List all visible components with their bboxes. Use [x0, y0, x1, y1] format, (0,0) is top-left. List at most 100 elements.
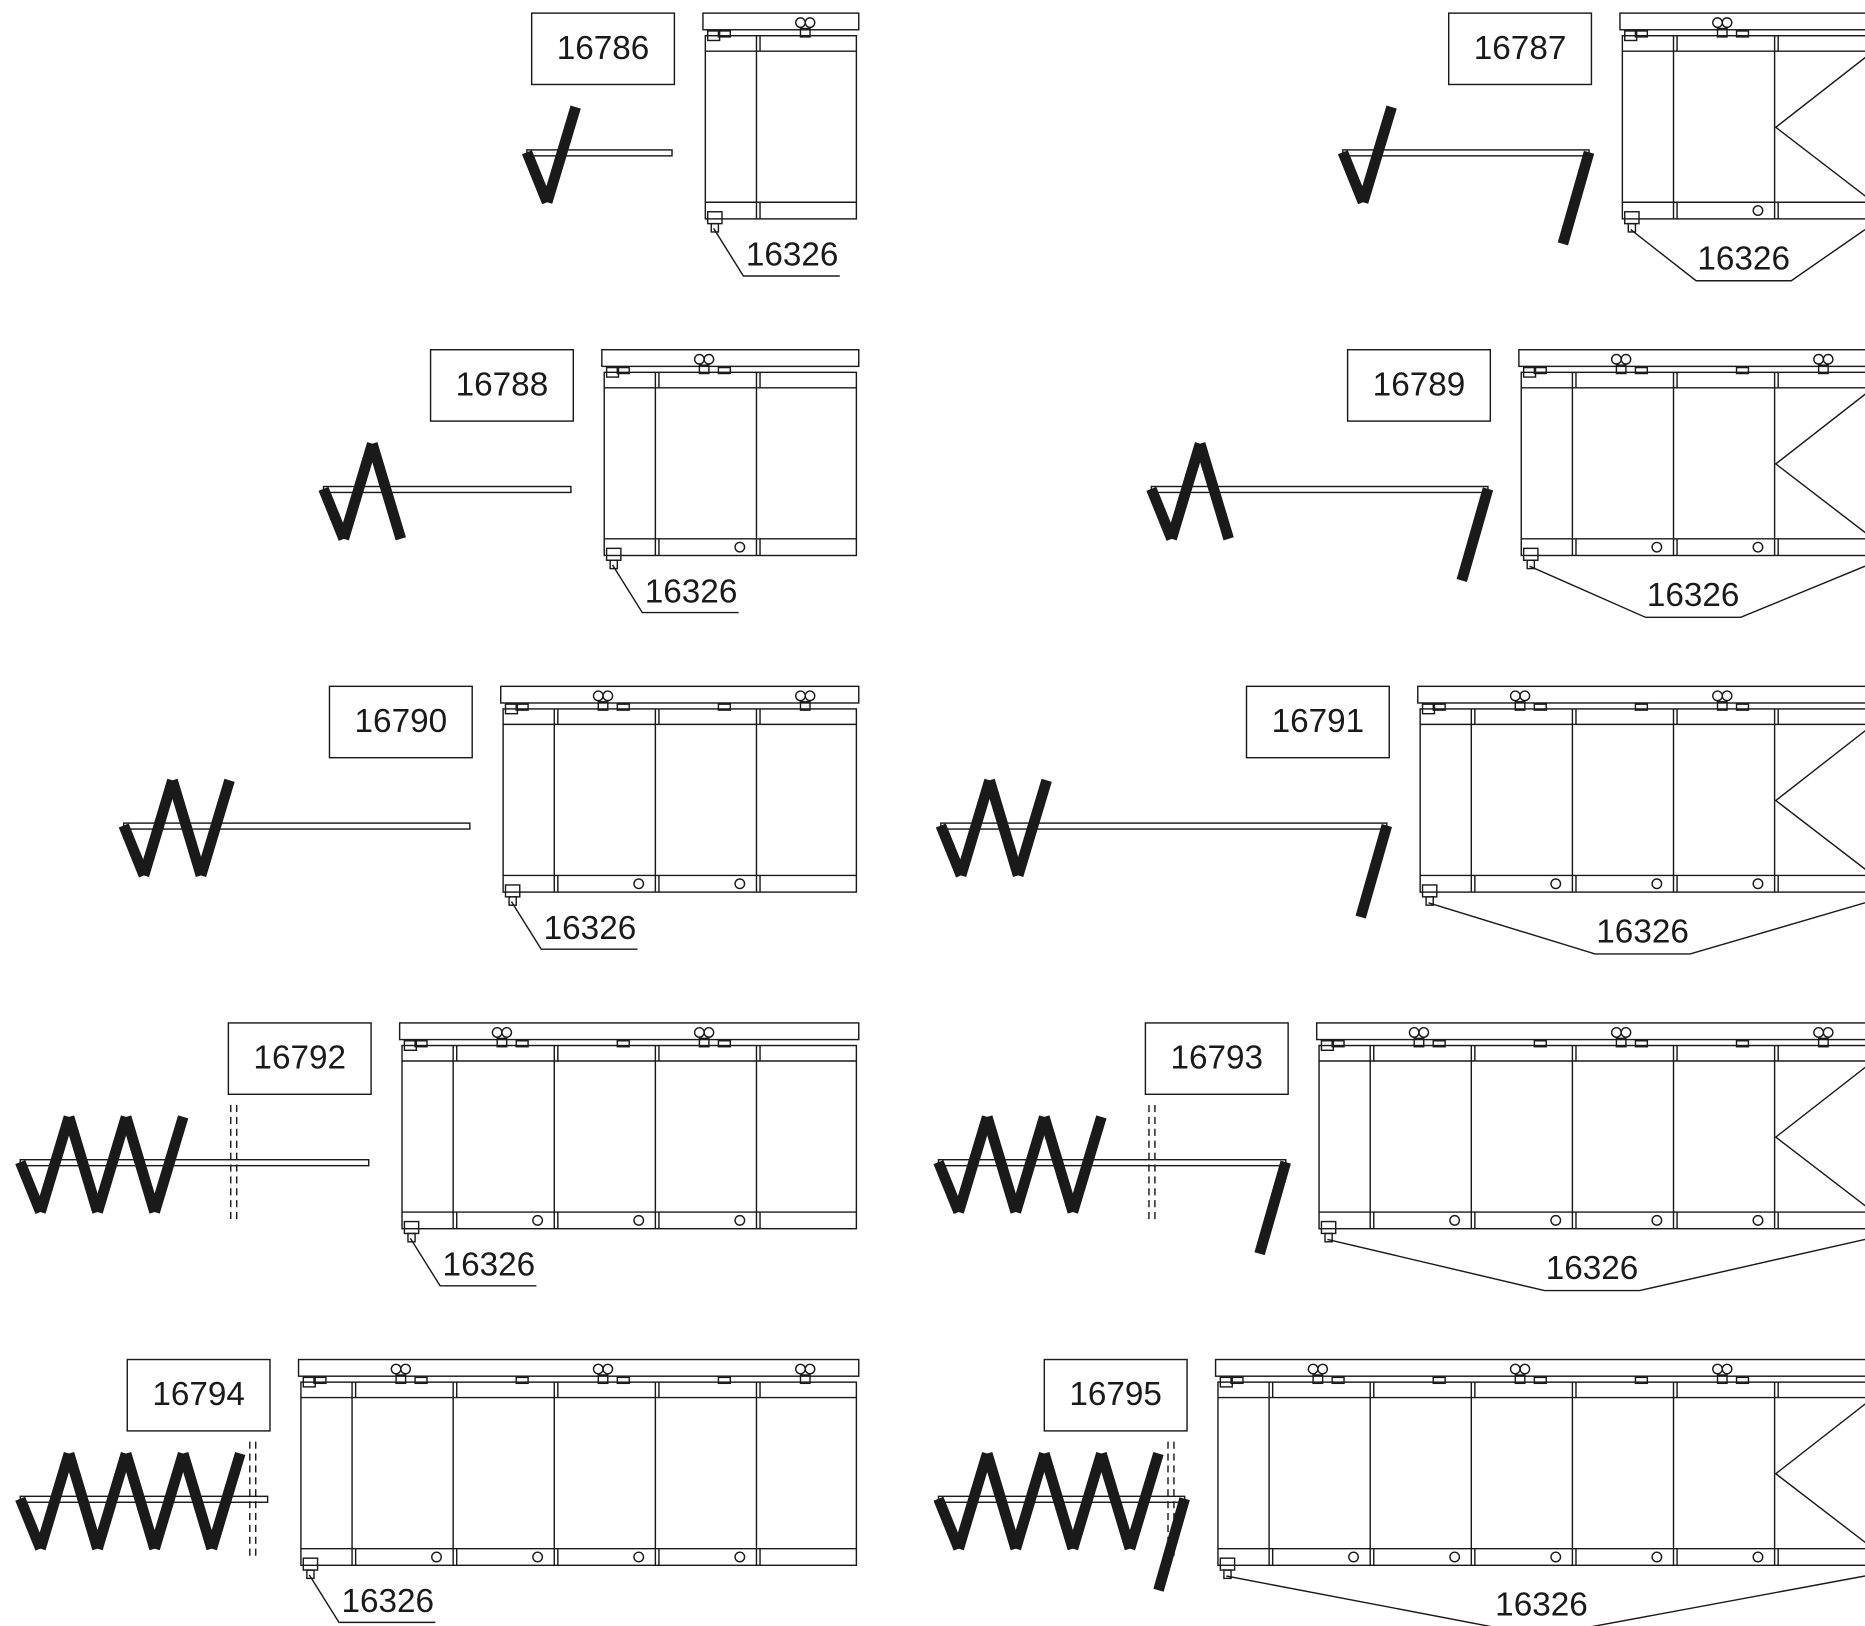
- callout: 16326: [1647, 577, 1740, 614]
- spring-leg: [987, 1117, 1016, 1212]
- wing-nut: [594, 1364, 604, 1374]
- spring-leg: [98, 1117, 127, 1212]
- foot: [1524, 548, 1538, 560]
- wing-nut: [603, 691, 613, 701]
- drop-leg: [1462, 489, 1488, 581]
- wing-nut: [1722, 1364, 1732, 1374]
- foot: [607, 548, 621, 560]
- callout: 16326: [341, 1583, 434, 1620]
- wing-nut: [796, 691, 806, 701]
- spring-leg: [1200, 444, 1229, 539]
- frame: [1319, 1046, 1865, 1229]
- spring-leg: [547, 107, 576, 202]
- spring-leg: [40, 1117, 69, 1212]
- bolt: [1652, 542, 1662, 552]
- wing-nut: [704, 1028, 714, 1038]
- part-number: 16794: [152, 1376, 245, 1413]
- bolt: [634, 1216, 644, 1226]
- callout: 16326: [1546, 1250, 1639, 1287]
- spring-leg: [1073, 1117, 1102, 1212]
- bolt: [735, 1552, 745, 1562]
- frame: [1218, 1382, 1865, 1565]
- foot: [708, 212, 722, 224]
- spring-leg: [987, 1453, 1016, 1548]
- part-number: 16791: [1272, 703, 1365, 740]
- bolt: [432, 1552, 442, 1562]
- spring-leg: [201, 780, 230, 875]
- callout: 16326: [443, 1247, 536, 1284]
- brace: [1776, 724, 1865, 875]
- wing-nut: [1713, 691, 1723, 701]
- drop-leg: [1563, 152, 1589, 244]
- spring-leg: [69, 1453, 98, 1548]
- callout: 16326: [1495, 1587, 1588, 1624]
- wing-nut: [1823, 1028, 1833, 1038]
- bolt: [1753, 1216, 1763, 1226]
- foot: [1423, 885, 1437, 897]
- foot: [506, 885, 520, 897]
- brace: [1776, 1061, 1865, 1212]
- part-number: 16795: [1069, 1376, 1162, 1413]
- wing-nut: [502, 1028, 512, 1038]
- callout: 16326: [1596, 914, 1689, 951]
- bolt: [735, 542, 745, 552]
- bolt: [1652, 1552, 1662, 1562]
- spring-leg: [155, 1453, 184, 1548]
- rod: [1151, 487, 1488, 493]
- brace: [1776, 51, 1865, 202]
- spring-leg: [126, 1453, 155, 1548]
- spring-leg: [1016, 1117, 1045, 1212]
- spring-leg: [1016, 1453, 1045, 1548]
- bolt: [1753, 206, 1763, 216]
- wing-nut: [796, 18, 806, 28]
- wing-nut: [1318, 1364, 1328, 1374]
- wing-nut: [805, 1364, 815, 1374]
- wing-nut: [1612, 1028, 1622, 1038]
- frame: [503, 709, 856, 892]
- wing-nut: [391, 1364, 401, 1374]
- wing-nut: [603, 1364, 613, 1374]
- wing-nut: [1722, 18, 1732, 28]
- wing-nut: [1511, 1364, 1521, 1374]
- bolt: [1753, 879, 1763, 889]
- bolt: [1652, 1216, 1662, 1226]
- wing-nut: [695, 1028, 705, 1038]
- bolt: [1753, 542, 1763, 552]
- frame: [604, 372, 856, 555]
- bolt: [1551, 1552, 1561, 1562]
- spring-leg: [961, 780, 990, 875]
- top-plate: [1317, 1023, 1865, 1040]
- spring-leg: [155, 1117, 184, 1212]
- frame: [1420, 709, 1865, 892]
- frame: [705, 36, 856, 219]
- drop-leg: [1361, 825, 1387, 917]
- spring-leg: [959, 1453, 988, 1548]
- bolt: [1450, 1552, 1460, 1562]
- wing-nut: [1419, 1028, 1429, 1038]
- spring-leg: [126, 1117, 155, 1212]
- spring-leg: [1073, 1453, 1102, 1548]
- wing-nut: [1621, 1028, 1631, 1038]
- bolt: [1551, 879, 1561, 889]
- wing-nut: [1520, 1364, 1530, 1374]
- spring-leg: [183, 1453, 212, 1548]
- spring-leg: [344, 444, 373, 539]
- rod: [124, 823, 470, 829]
- frame: [1622, 36, 1865, 219]
- spring-leg: [1172, 444, 1201, 539]
- bolt: [1652, 879, 1662, 889]
- spring-leg: [1044, 1117, 1073, 1212]
- part-number: 16790: [355, 703, 448, 740]
- spring-leg: [959, 1117, 988, 1212]
- spring-leg: [372, 444, 401, 539]
- spring-leg: [98, 1453, 127, 1548]
- brace: [1776, 1398, 1865, 1549]
- frame: [402, 1046, 856, 1229]
- bolt: [735, 879, 745, 889]
- spring-leg: [1101, 1453, 1130, 1548]
- foot: [1321, 1222, 1335, 1234]
- bolt: [1753, 1552, 1763, 1562]
- wing-nut: [1308, 1364, 1318, 1374]
- bolt: [1349, 1552, 1359, 1562]
- top-plate: [703, 13, 859, 30]
